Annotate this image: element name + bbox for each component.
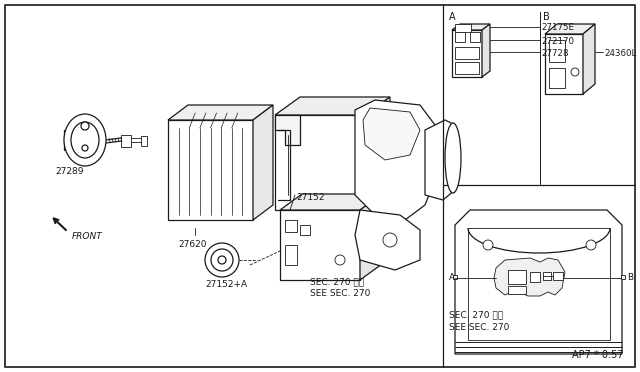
Polygon shape [482, 24, 490, 77]
Text: 27289: 27289 [55, 167, 83, 176]
Polygon shape [355, 210, 420, 270]
Polygon shape [280, 210, 360, 280]
Bar [285, 245, 297, 265]
Bar [508, 270, 526, 284]
Bar [455, 24, 471, 32]
Polygon shape [275, 115, 300, 145]
Ellipse shape [82, 145, 88, 151]
Polygon shape [494, 258, 565, 296]
Ellipse shape [71, 122, 99, 158]
Bar [508, 286, 526, 294]
Bar [549, 40, 565, 62]
Text: FRONT: FRONT [72, 232, 103, 241]
Bar [553, 272, 563, 280]
Bar [455, 47, 479, 59]
Ellipse shape [445, 123, 461, 193]
Ellipse shape [483, 240, 493, 250]
Polygon shape [360, 194, 382, 280]
Polygon shape [365, 97, 390, 210]
Ellipse shape [64, 114, 106, 166]
Text: 27728: 27728 [541, 48, 568, 58]
Ellipse shape [211, 249, 233, 271]
Text: B: B [543, 12, 550, 22]
Ellipse shape [383, 233, 397, 247]
Text: A: A [449, 12, 456, 22]
Text: 272170: 272170 [541, 36, 574, 45]
Text: 27152: 27152 [296, 193, 324, 202]
Bar [530, 272, 540, 282]
Bar [455, 32, 465, 42]
Text: A: A [449, 273, 455, 282]
Polygon shape [363, 108, 420, 160]
Polygon shape [275, 115, 365, 210]
Ellipse shape [205, 243, 239, 277]
Bar [543, 272, 551, 280]
Text: 24360L: 24360L [604, 48, 636, 58]
Bar [549, 68, 565, 88]
Bar [470, 32, 480, 42]
Polygon shape [425, 120, 455, 200]
Text: B: B [627, 273, 633, 282]
Bar [453, 275, 457, 279]
Ellipse shape [586, 240, 596, 250]
Polygon shape [275, 97, 390, 115]
Polygon shape [545, 34, 583, 94]
Polygon shape [468, 228, 610, 340]
Polygon shape [280, 194, 382, 210]
Text: AP7 * 0.57: AP7 * 0.57 [573, 350, 624, 360]
Ellipse shape [571, 68, 579, 76]
Polygon shape [455, 210, 622, 354]
Polygon shape [452, 30, 482, 77]
Polygon shape [168, 105, 273, 120]
Ellipse shape [218, 256, 226, 264]
Bar [141, 136, 147, 146]
Polygon shape [355, 100, 437, 220]
Text: 27175E: 27175E [541, 23, 574, 32]
Bar [285, 220, 297, 232]
Text: SEE SEC. 270: SEE SEC. 270 [310, 289, 371, 298]
Bar [455, 62, 479, 74]
Ellipse shape [81, 122, 89, 130]
Bar [621, 275, 625, 279]
Text: SEE SEC. 270: SEE SEC. 270 [449, 323, 509, 332]
Text: 27152+A: 27152+A [205, 280, 247, 289]
Polygon shape [168, 120, 253, 220]
Bar [300, 225, 310, 235]
Bar [121, 135, 131, 147]
Text: 27620: 27620 [178, 240, 207, 249]
Polygon shape [253, 105, 273, 220]
Ellipse shape [335, 255, 345, 265]
Polygon shape [583, 24, 595, 94]
Text: SEC. 270 参照: SEC. 270 参照 [310, 277, 364, 286]
Text: SEC. 270 参照: SEC. 270 参照 [449, 310, 503, 319]
Polygon shape [545, 24, 595, 34]
Polygon shape [452, 24, 490, 30]
